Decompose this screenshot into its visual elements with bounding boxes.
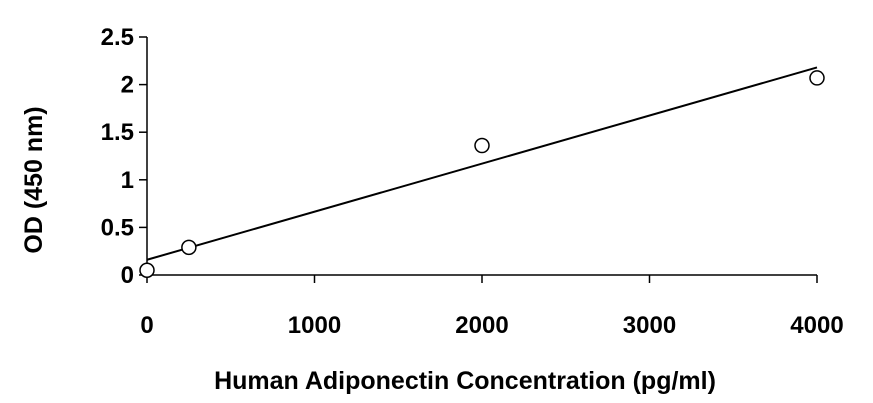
y-axis-ticks: 0 0.5 1 1.5 2 2.5 — [101, 24, 147, 289]
y-tick-label: 0.5 — [101, 214, 134, 241]
y-tick-label: 2 — [121, 72, 134, 99]
data-point — [181, 239, 197, 256]
x-axis-ticks: 0 1000 2000 3000 4000 — [140, 275, 844, 339]
y-tick-label: 0 — [121, 262, 134, 289]
data-point — [139, 262, 155, 278]
y-tick-label: 2.5 — [101, 24, 134, 51]
x-axis-title: Human Adiponectin Concentration (pg/ml) — [214, 367, 716, 395]
y-tick-label: 1 — [121, 167, 134, 194]
trendline — [146, 66, 818, 261]
x-tick-label: 0 — [140, 312, 153, 339]
x-tick-label: 2000 — [455, 312, 508, 339]
y-axis-title: OD (450 nm) — [20, 106, 48, 253]
x-tick-label: 1000 — [288, 312, 341, 339]
data-points — [139, 70, 825, 278]
x-tick-label: 3000 — [623, 312, 676, 339]
y-tick-label: 1.5 — [101, 119, 134, 146]
data-point — [474, 137, 490, 154]
x-tick-label: 4000 — [790, 312, 843, 339]
data-point — [809, 70, 825, 86]
